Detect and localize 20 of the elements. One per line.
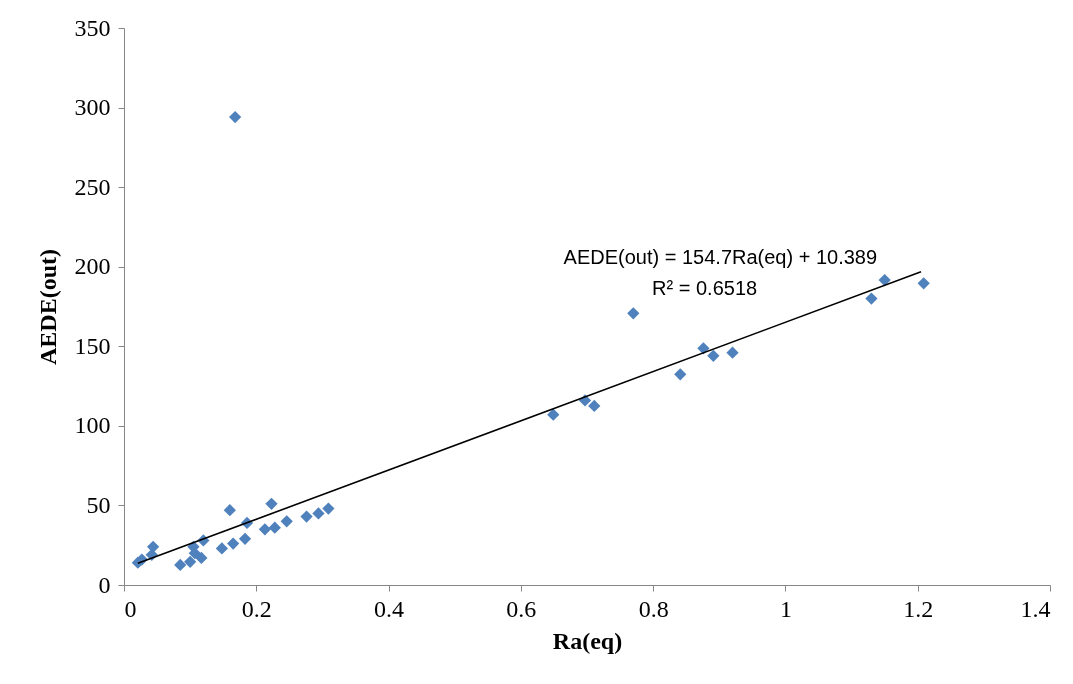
annotation: R² = 0.6518	[652, 277, 758, 300]
y-tick-label: 200	[74, 253, 111, 280]
y-tick-label: 50	[86, 491, 111, 518]
y-tick-label: 250	[74, 173, 111, 200]
y-tick-label: 350	[74, 14, 111, 41]
x-tick-label: 0.6	[506, 595, 537, 622]
annotation: AEDE(out) = 154.7Ra(eq) + 10.389	[563, 246, 878, 269]
x-tick-label: 0.8	[638, 595, 669, 622]
x-tick-label: 1	[779, 595, 792, 622]
y-tick-label: 150	[74, 332, 111, 359]
y-tick-label: 300	[74, 94, 111, 121]
x-tick-label: 1.4	[1020, 595, 1051, 622]
x-tick-label: 0.2	[241, 595, 272, 622]
x-tick-label: 0.4	[374, 595, 405, 622]
y-axis-title: AEDE(out)	[34, 248, 61, 366]
x-tick-label: 1.2	[903, 595, 934, 622]
y-tick-label: 0	[98, 571, 111, 598]
y-tick-label: 100	[74, 412, 111, 439]
x-tick-label: 0	[124, 595, 137, 622]
x-axis-title: Ra(eq)	[552, 627, 623, 654]
